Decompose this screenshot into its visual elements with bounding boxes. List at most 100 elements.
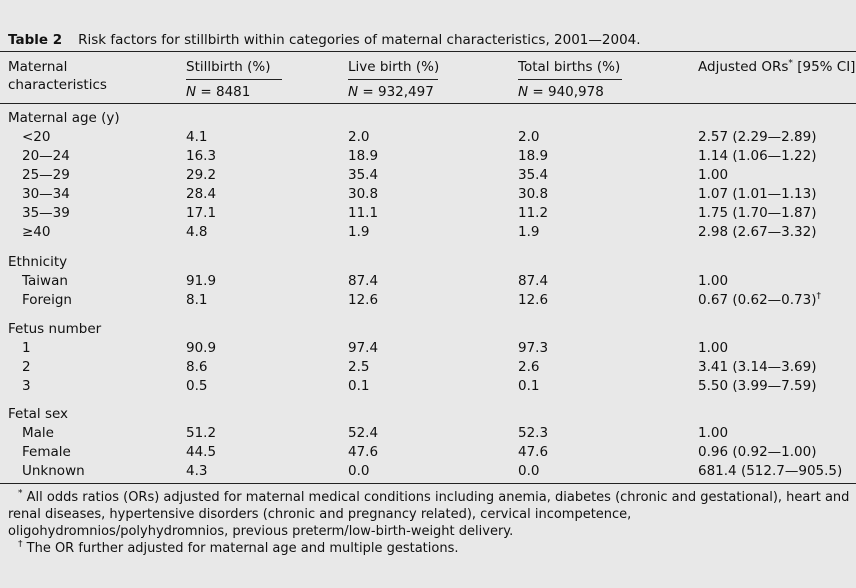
row-label: 35—39 — [22, 205, 70, 221]
cell-adjusted-or: 1.00 — [698, 166, 728, 184]
cell-adjusted-or-value: 1.00 — [698, 273, 729, 289]
cell-live-birth: 11.1 — [348, 205, 379, 221]
n-live-birth-value: = 932,497 — [358, 84, 434, 100]
row-label: 2 — [22, 359, 31, 375]
cell-adjusted-or: 2.98 (2.67—3.32) — [698, 223, 817, 241]
n-label: N — [348, 84, 359, 100]
cell-stillbirth: 44.5 — [186, 444, 217, 460]
n-total-births-value: = 940,978 — [528, 84, 604, 100]
footnote-adjustment: † The OR further adjusted for maternal a… — [8, 540, 852, 557]
row-label: Male — [22, 425, 54, 441]
footnote-mark-dagger: † — [18, 539, 23, 550]
row-label: ≥40 — [22, 224, 51, 240]
cell-total-births: 47.6 — [518, 444, 549, 460]
cell-stillbirth: 16.3 — [186, 148, 217, 164]
footnote-text-adjustment: The OR further adjusted for maternal age… — [22, 541, 459, 556]
cell-live-birth: 1.9 — [348, 224, 370, 240]
n-stillbirth: N = 8481 — [186, 83, 250, 101]
col-header-adjusted-or-mark: * — [788, 58, 793, 69]
cell-adjusted-or-value: 2.57 (2.29—2.89) — [698, 129, 817, 145]
col-header-characteristics-line2: characteristics — [8, 77, 107, 93]
cell-live-birth: 18.9 — [348, 148, 379, 164]
row-label: 25—29 — [22, 167, 70, 183]
table-title: Table 2 Risk factors for stillbirth withi… — [8, 32, 641, 48]
cell-total-births: 2.6 — [518, 359, 540, 375]
cell-total-births: 35.4 — [518, 167, 549, 183]
footnote-odds-ratios: * All odds ratios (ORs) adjusted for mat… — [8, 489, 852, 540]
n-label: N — [186, 84, 197, 100]
section-heading: Fetus number — [8, 321, 102, 337]
row-label: 1 — [22, 340, 31, 356]
cell-stillbirth: 8.6 — [186, 359, 208, 375]
cell-stillbirth: 29.2 — [186, 167, 217, 183]
cell-adjusted-or: 5.50 (3.99—7.59) — [698, 377, 817, 395]
col-header-adjusted-or: Adjusted ORs* [95% CI] — [698, 58, 855, 76]
col-header-total-births: Total births (%) — [518, 59, 621, 75]
cell-live-birth: 0.1 — [348, 378, 370, 394]
cell-stillbirth: 4.1 — [186, 129, 208, 145]
cell-adjusted-or: 1.00 — [698, 272, 728, 290]
cell-adjusted-or-value: 1.07 (1.01—1.13) — [698, 186, 817, 202]
cell-adjusted-or: 1.00 — [698, 424, 728, 442]
cell-adjusted-or-value: 0.67 (0.62—0.73) — [698, 292, 817, 308]
cell-adjusted-or: 2.57 (2.29—2.89) — [698, 128, 817, 146]
cell-total-births: 52.3 — [518, 425, 549, 441]
cell-adjusted-or: 681.4 (512.7—905.5) — [698, 462, 842, 480]
cell-stillbirth: 4.3 — [186, 463, 208, 479]
cell-total-births: 18.9 — [518, 148, 549, 164]
cell-total-births: 97.3 — [518, 340, 549, 356]
cell-adjusted-or-value: 3.41 (3.14—3.69) — [698, 359, 817, 375]
row-label: Female — [22, 444, 71, 460]
cell-adjusted-or-value: 1.14 (1.06—1.22) — [698, 148, 817, 164]
cell-live-birth: 52.4 — [348, 425, 379, 441]
table-caption: Risk factors for stillbirth within categ… — [78, 32, 641, 48]
row-label: 3 — [22, 378, 31, 394]
cell-adjusted-or-value: 1.75 (1.70—1.87) — [698, 205, 817, 221]
cell-live-birth: 2.5 — [348, 359, 370, 375]
cell-stillbirth: 17.1 — [186, 205, 217, 221]
cell-live-birth: 30.8 — [348, 186, 379, 202]
n-label: N — [518, 84, 529, 100]
cell-live-birth: 47.6 — [348, 444, 379, 460]
row-label: <20 — [22, 129, 51, 145]
cell-stillbirth: 8.1 — [186, 292, 208, 308]
cell-stillbirth: 51.2 — [186, 425, 217, 441]
cell-adjusted-or-value: 2.98 (2.67—3.32) — [698, 224, 817, 240]
col-header-stillbirth: Stillbirth (%) — [186, 59, 271, 75]
col-header-total-births-underline — [518, 79, 622, 80]
row-label: Foreign — [22, 292, 72, 308]
cell-adjusted-or: 1.14 (1.06—1.22) — [698, 147, 817, 165]
table-number: Table 2 — [8, 32, 63, 48]
cell-adjusted-or-value: 0.96 (0.92—1.00) — [698, 444, 817, 460]
cell-adjusted-or: 1.75 (1.70—1.87) — [698, 204, 817, 222]
col-header-live-birth-underline — [348, 79, 438, 80]
cell-adjusted-or-value: 681.4 (512.7—905.5) — [698, 463, 843, 479]
cell-adjusted-or-mark: † — [816, 291, 822, 302]
footnote-text-odds-ratios: All odds ratios (ORs) adjusted for mater… — [8, 490, 850, 539]
cell-total-births: 0.1 — [518, 378, 540, 394]
cell-total-births: 30.8 — [518, 186, 549, 202]
cell-stillbirth: 91.9 — [186, 273, 217, 289]
cell-adjusted-or: 3.41 (3.14—3.69) — [698, 358, 817, 376]
cell-total-births: 12.6 — [518, 292, 549, 308]
cell-stillbirth: 0.5 — [186, 378, 208, 394]
col-header-adjusted-or-ci: [95% CI] — [792, 59, 856, 75]
n-live-birth: N = 932,497 — [348, 83, 434, 101]
cell-live-birth: 35.4 — [348, 167, 379, 183]
cell-adjusted-or: 0.67 (0.62—0.73)† — [698, 291, 821, 309]
col-header-live-birth: Live birth (%) — [348, 59, 440, 75]
col-header-characteristics-line1: Maternal — [8, 59, 68, 75]
cell-live-birth: 12.6 — [348, 292, 379, 308]
bottom-rule — [0, 483, 856, 484]
cell-stillbirth: 28.4 — [186, 186, 217, 202]
cell-adjusted-or-value: 1.00 — [698, 340, 729, 356]
section-heading: Maternal age (y) — [8, 110, 120, 126]
cell-adjusted-or-value: 1.00 — [698, 167, 729, 183]
n-total-births: N = 940,978 — [518, 83, 604, 101]
row-label: 20—24 — [22, 148, 70, 164]
cell-live-birth: 97.4 — [348, 340, 379, 356]
cell-live-birth: 87.4 — [348, 273, 379, 289]
cell-stillbirth: 90.9 — [186, 340, 217, 356]
top-rule — [0, 51, 856, 52]
cell-total-births: 1.9 — [518, 224, 540, 240]
